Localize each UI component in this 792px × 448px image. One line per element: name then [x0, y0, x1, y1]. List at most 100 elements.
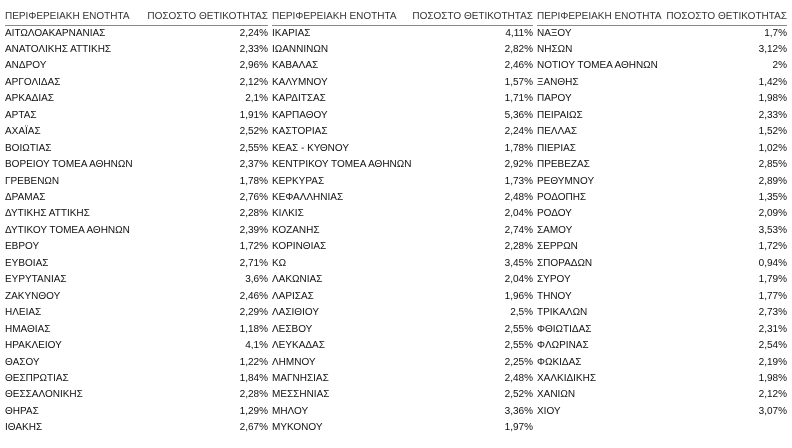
- positivity-rate: 2,37%: [239, 159, 268, 171]
- region-name: ΦΛΩΡΙΝΑΣ: [537, 340, 589, 352]
- positivity-rate: 2,1%: [245, 93, 268, 105]
- positivity-rate: 2,96%: [239, 60, 268, 72]
- column-header: ΠΟΣΟΣΤΟ ΘΕΤΙΚΟΤΗΤΑΣ: [147, 11, 268, 22]
- positivity-rate: 1,78%: [504, 142, 533, 154]
- positivity-rate: 2,89%: [758, 175, 787, 187]
- region-name: ΠΕΙΡΑΙΩΣ: [537, 109, 583, 121]
- region-name: ΚΕΦΑΛΛΗΝΙΑΣ: [272, 192, 344, 203]
- region-name: ΡΟΔΟΠΗΣ: [537, 192, 587, 203]
- positivity-rate: 1,71%: [504, 93, 533, 105]
- region-name: ΕΥΒΟΙΑΣ: [5, 257, 49, 269]
- positivity-rate: 2,28%: [239, 389, 268, 401]
- positivity-rate: 1,78%: [239, 175, 268, 187]
- positivity-rate: 4,1%: [245, 340, 268, 352]
- region-name: ΚΑΡΔΙΤΣΑΣ: [272, 93, 326, 105]
- region-name: ΠΡΕΒΕΖΑΣ: [537, 159, 590, 171]
- region-name: ΛΑΡΙΣΑΣ: [272, 290, 314, 302]
- region-name: ΑΝΔΡΟΥ: [5, 60, 47, 72]
- positivity-rate: 2,12%: [758, 389, 787, 401]
- positivity-rate: 1,18%: [239, 323, 268, 335]
- region-name: ΣΑΜΟΥ: [537, 224, 573, 236]
- positivity-rate: 0,94%: [758, 257, 787, 269]
- region-name: ΚΟΖΑΝΗΣ: [272, 224, 320, 236]
- region-name: ΜΕΣΣΗΝΙΑΣ: [272, 389, 330, 401]
- region-name: ΦΘΙΩΤΙΔΑΣ: [537, 323, 592, 335]
- region-name: ΑΡΓΟΛΙΔΑΣ: [5, 76, 61, 88]
- positivity-rate: 2,48%: [504, 192, 533, 203]
- region-name: ΑΧΑΪΑΣ: [5, 126, 41, 138]
- region-name: ΛΑΣΙΘΙΟΥ: [272, 307, 319, 319]
- region-name: ΡΕΘΥΜΝΟΥ: [537, 175, 595, 187]
- region-name: ΠΕΛΛΑΣ: [537, 126, 578, 138]
- region-name: ΕΥΡΥΤΑΝΙΑΣ: [5, 274, 67, 286]
- region-name: ΚΑΡΠΑΘΟΥ: [272, 109, 328, 121]
- region-name: ΜΥΚΟΝΟΥ: [272, 422, 323, 434]
- region-name: ΚΕΑΣ - ΚΥΘΝΟΥ: [272, 142, 349, 154]
- region-name: ΕΒΡΟΥ: [5, 241, 40, 253]
- region-name: ΣΠΟΡΑΔΩΝ: [537, 257, 593, 269]
- positivity-rate: 2,24%: [239, 27, 268, 39]
- positivity-rate: 3,36%: [504, 405, 533, 417]
- positivity-rate: 3,07%: [758, 405, 787, 417]
- positivity-rate: 1,7%: [764, 27, 787, 39]
- positivity-rate: 1,96%: [504, 290, 533, 302]
- positivity-rate: 2,29%: [239, 307, 268, 319]
- positivity-rate: 2,52%: [504, 389, 533, 401]
- region-name: ΘΗΡΑΣ: [5, 405, 39, 417]
- positivity-rate: 2,52%: [239, 126, 268, 138]
- positivity-rate: 3,6%: [245, 274, 268, 286]
- region-name: ΑΝΑΤΟΛΙΚΗΣ ΑΤΤΙΚΗΣ: [5, 43, 112, 55]
- positivity-rate: 2,28%: [504, 241, 533, 253]
- positivity-rate: 2,25%: [504, 356, 533, 368]
- positivity-rate: 1,98%: [758, 93, 787, 105]
- positivity-rate: 1,52%: [758, 126, 787, 138]
- positivity-rate: 2,54%: [758, 340, 787, 352]
- positivity-rate: 2,67%: [239, 422, 268, 434]
- region-name: ΠΙΕΡΙΑΣ: [537, 142, 576, 154]
- positivity-rate: 2,55%: [239, 142, 268, 154]
- positivity-rate: 2,92%: [504, 159, 533, 171]
- region-name: ΜΑΓΝΗΣΙΑΣ: [272, 372, 329, 384]
- region-name: ΝΗΣΩΝ: [537, 43, 573, 55]
- positivity-rate: 2,12%: [239, 76, 268, 88]
- positivity-rate: 1,35%: [758, 192, 787, 203]
- region-name: ΝΟΤΙΟΥ ΤΟΜΕΑ ΑΘΗΝΩΝ: [537, 60, 658, 72]
- region-name: ΑΙΤΩΛΟΑΚΑΡΝΑΝΙΑΣ: [5, 27, 106, 39]
- region-name: ΣΕΡΡΩΝ: [537, 241, 578, 253]
- region-name: ΚΑΒΑΛΑΣ: [272, 60, 319, 72]
- region-name: ΣΥΡΟΥ: [537, 274, 571, 286]
- positivity-rate: 2,39%: [239, 224, 268, 236]
- region-name: ΓΡΕΒΕΝΩΝ: [5, 175, 60, 187]
- region-name: ΘΕΣΣΑΛΟΝΙΚΗΣ: [5, 389, 83, 401]
- positivity-rate: 2,5%: [510, 307, 533, 319]
- positivity-rate: 1,42%: [758, 76, 787, 88]
- column-header: ΠΕΡΙΦΕΡΕΙΑΚΗ ΕΝΟΤΗΤΑ: [537, 11, 662, 22]
- region-name: ΙΚΑΡΙΑΣ: [272, 27, 311, 39]
- positivity-rate: 1,97%: [504, 422, 533, 434]
- positivity-rate: 2,76%: [239, 192, 268, 203]
- positivity-rate: 2,55%: [504, 323, 533, 335]
- positivity-rate: 1,72%: [239, 241, 268, 253]
- positivity-rate: 2,71%: [239, 257, 268, 269]
- positivity-rate: 1,84%: [239, 372, 268, 384]
- positivity-rate: 2,33%: [758, 109, 787, 121]
- positivity-rate: 2,04%: [504, 274, 533, 286]
- region-name: ΘΑΣΟΥ: [5, 356, 40, 368]
- header-rule: [537, 25, 787, 26]
- positivity-rate: 1,02%: [758, 142, 787, 154]
- region-name: ΔΡΑΜΑΣ: [5, 192, 46, 203]
- region-name: ΤΡΙΚΑΛΩΝ: [537, 307, 588, 319]
- region-name: ΗΡΑΚΛΕΙΟΥ: [5, 340, 62, 352]
- region-name: ΡΟΔΟΥ: [537, 208, 572, 220]
- positivity-rate: 2,74%: [504, 224, 533, 236]
- column-header: ΠΟΣΟΣΤΟ ΘΕΤΙΚΟΤΗΤΑΣ: [666, 11, 787, 22]
- region-name: ΛΕΥΚΑΔΑΣ: [272, 340, 325, 352]
- region-name: ΚΑΛΥΜΝΟΥ: [272, 76, 328, 88]
- region-name: ΜΗΛΟΥ: [272, 405, 309, 417]
- region-name: ΔΥΤΙΚΗΣ ΑΤΤΙΚΗΣ: [5, 208, 90, 220]
- positivity-rate: 5,36%: [504, 109, 533, 121]
- region-name: ΘΕΣΠΡΩΤΙΑΣ: [5, 372, 69, 384]
- region-name: ΞΑΝΘΗΣ: [537, 76, 579, 88]
- region-name: ΧΙΟΥ: [537, 405, 561, 417]
- positivity-rate: 2,46%: [504, 60, 533, 72]
